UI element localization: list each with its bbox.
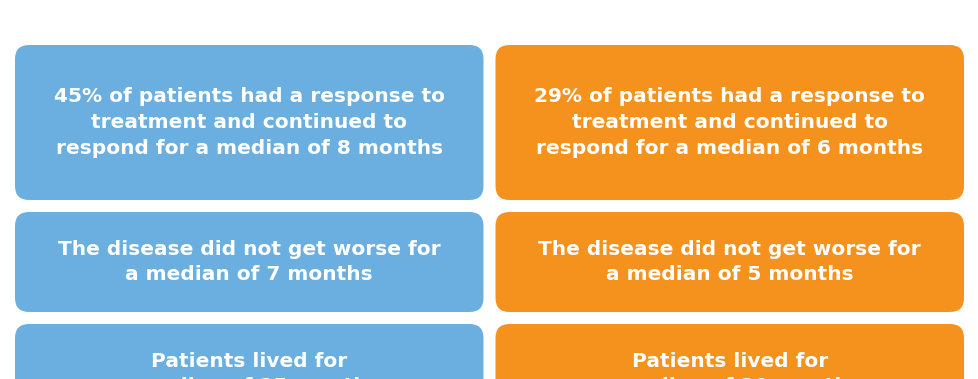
Text: 45% of patients had a response to
treatment and continued to
respond for a media: 45% of patients had a response to treatm… [54, 87, 444, 158]
Text: The disease did not get worse for
a median of 7 months: The disease did not get worse for a medi… [58, 240, 440, 284]
FancyBboxPatch shape [495, 324, 963, 379]
FancyBboxPatch shape [15, 212, 483, 312]
Text: Patients lived for
a median of 25 months: Patients lived for a median of 25 months [118, 352, 379, 379]
FancyBboxPatch shape [15, 45, 483, 200]
Text: Patients lived for
a median of 20 months: Patients lived for a median of 20 months [599, 352, 860, 379]
FancyBboxPatch shape [495, 212, 963, 312]
FancyBboxPatch shape [15, 324, 483, 379]
Text: 29% of patients had a response to
treatment and continued to
respond for a media: 29% of patients had a response to treatm… [534, 87, 924, 158]
FancyBboxPatch shape [495, 45, 963, 200]
Text: The disease did not get worse for
a median of 5 months: The disease did not get worse for a medi… [538, 240, 920, 284]
